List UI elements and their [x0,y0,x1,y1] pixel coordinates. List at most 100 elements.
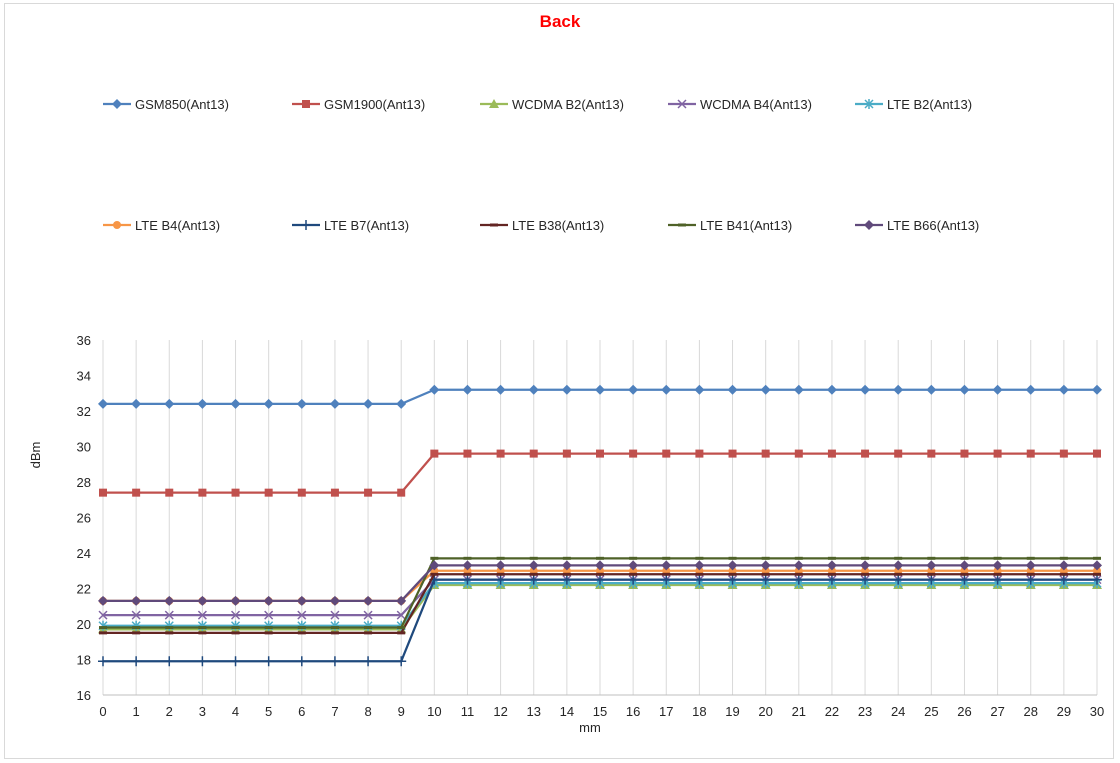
data-point [396,610,406,620]
data-point [661,560,672,571]
data-point [927,566,936,575]
x-tick-label: 29 [1057,704,1071,719]
data-point [860,560,871,571]
data-point [462,384,473,395]
data-point [364,488,373,497]
data-point [959,384,970,395]
x-tick-label: 18 [692,704,706,719]
data-point [230,656,241,667]
legend-marker [489,99,499,108]
data-point [694,560,705,571]
data-point [827,566,836,575]
data-point [296,656,307,667]
data-point [661,574,672,585]
data-point [495,560,506,571]
data-point [960,566,969,575]
x-tick-label: 5 [265,704,272,719]
data-point [728,566,737,575]
series-1 [98,384,1102,409]
data-point [894,566,903,575]
legend-label: GSM1900(Ant13) [324,97,425,112]
y-tick-label: 22 [77,582,91,597]
data-point [429,384,440,395]
data-point [760,560,771,571]
x-tick-label: 10 [427,704,441,719]
data-point [695,566,704,575]
data-point [528,384,539,395]
y-tick-label: 16 [77,688,91,703]
data-point [329,398,340,409]
data-point [595,560,605,571]
data-point [1058,384,1069,395]
data-point [893,384,904,395]
data-point [99,488,107,497]
series-8 [99,572,1101,635]
data-point [198,488,207,497]
data-point [628,560,639,571]
data-point [793,574,804,585]
data-point [861,566,870,575]
data-point [1025,560,1036,571]
data-point [727,384,738,395]
y-tick-label: 28 [77,475,91,490]
x-tick-label: 28 [1023,704,1037,719]
data-point [628,574,639,585]
data-point [662,449,671,458]
data-point [529,449,538,458]
data-point [263,656,274,667]
data-point [132,488,141,497]
series-lines [98,384,1102,667]
data-point [1092,384,1102,395]
data-point [860,384,871,395]
data-point [330,610,340,620]
data-point [728,449,737,458]
data-point [1093,566,1101,575]
data-point [330,488,339,497]
legend-marker [301,220,311,230]
legend-item: LTE B2(Ant13) [855,97,972,112]
x-tick-label: 21 [792,704,806,719]
legend-marker [864,99,874,109]
data-point [694,574,705,585]
legend-item: GSM1900(Ant13) [292,97,425,112]
data-point [329,656,340,667]
data-point [1059,449,1068,458]
data-point [98,610,108,620]
data-point [98,656,108,667]
x-tick-label: 2 [166,704,173,719]
data-point [296,595,307,606]
data-point [760,384,771,395]
y-tick-label: 20 [77,617,91,632]
data-point [1092,574,1102,585]
y-tick-label: 18 [77,653,91,668]
data-point [462,560,473,571]
x-tick-label: 0 [99,704,106,719]
data-point [230,398,241,409]
data-point [131,610,141,620]
data-point [1025,384,1036,395]
legend-label: LTE B41(Ant13) [700,218,792,233]
data-point [561,574,572,585]
data-point [562,566,571,575]
data-point [329,595,340,606]
legend-marker [112,99,122,109]
x-tick-label: 25 [924,704,938,719]
data-point [164,595,175,606]
data-point [992,560,1003,571]
series-7 [98,574,1102,667]
data-point [794,566,803,575]
data-point [595,574,605,585]
data-point [1093,449,1101,458]
data-point [761,566,770,575]
data-point [231,488,240,497]
data-point [98,595,108,606]
data-point [1059,566,1068,575]
data-point [231,610,241,620]
data-point [496,449,505,458]
legend-label: WCDMA B2(Ant13) [512,97,624,112]
legend-label: LTE B66(Ant13) [887,218,979,233]
data-point [197,595,208,606]
data-point [363,398,374,409]
data-point [528,560,539,571]
legend-item: LTE B4(Ant13) [103,218,220,233]
